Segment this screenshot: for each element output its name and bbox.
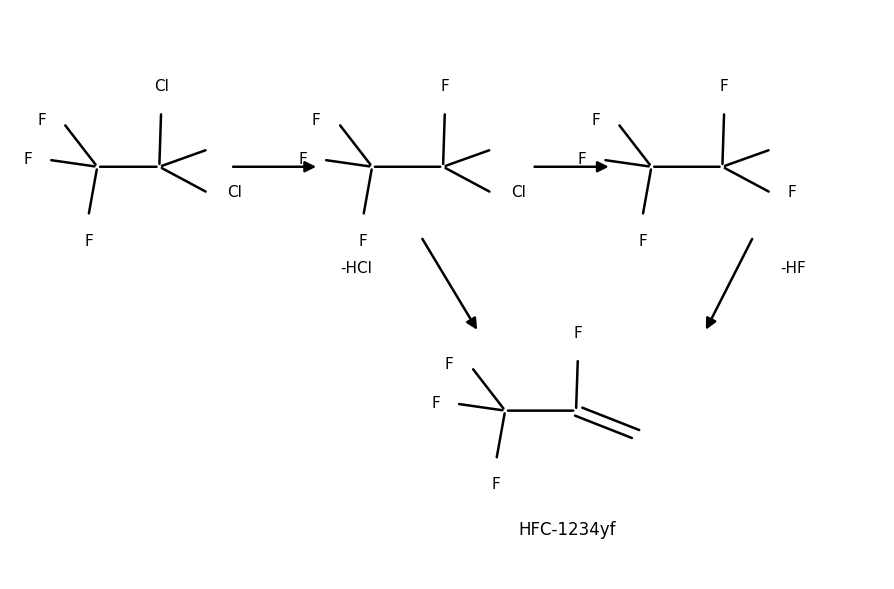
- Text: F: F: [578, 153, 586, 167]
- Text: F: F: [312, 113, 320, 128]
- Text: F: F: [573, 326, 582, 341]
- Text: F: F: [299, 153, 307, 167]
- Text: F: F: [431, 396, 440, 411]
- Text: F: F: [444, 357, 453, 372]
- Text: -HCl: -HCl: [340, 261, 372, 276]
- Text: F: F: [84, 233, 93, 249]
- Text: F: F: [637, 233, 646, 249]
- Text: F: F: [24, 153, 32, 167]
- Text: F: F: [440, 79, 449, 94]
- Text: F: F: [786, 186, 795, 200]
- Text: Cl: Cl: [154, 79, 168, 94]
- Text: -HF: -HF: [780, 261, 805, 276]
- Text: F: F: [37, 113, 46, 128]
- Text: F: F: [719, 79, 728, 94]
- Text: F: F: [358, 233, 367, 249]
- Text: F: F: [492, 478, 500, 492]
- Text: F: F: [591, 113, 599, 128]
- Text: Cl: Cl: [510, 186, 526, 200]
- Text: Cl: Cl: [227, 186, 242, 200]
- Text: HFC-1234yf: HFC-1234yf: [518, 521, 615, 539]
